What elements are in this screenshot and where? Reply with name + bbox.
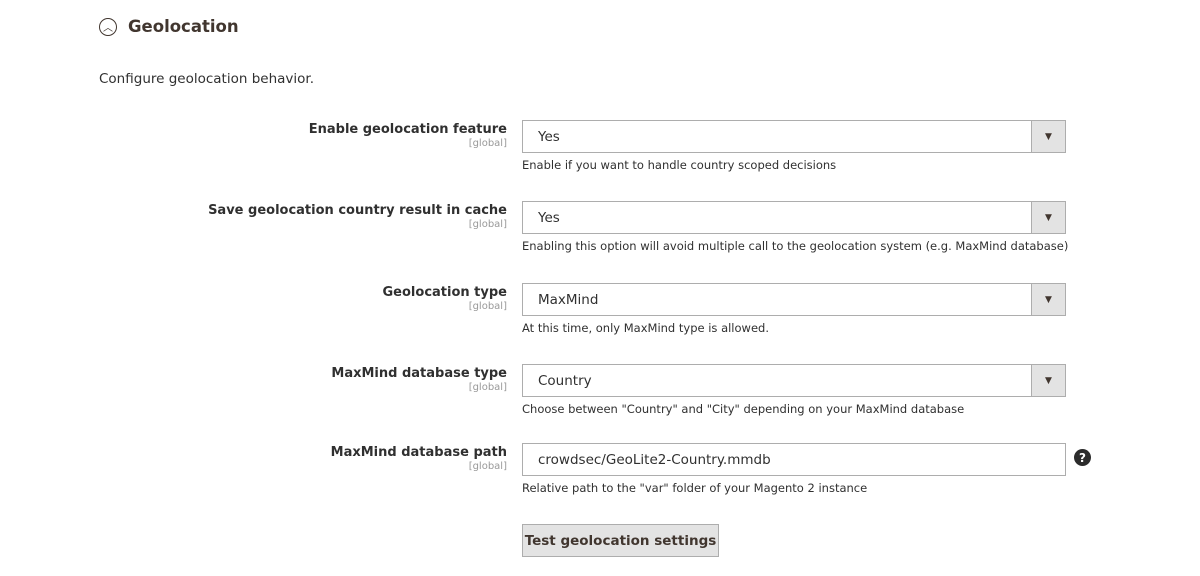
field-label: Enable geolocation feature xyxy=(308,122,507,137)
test-geolocation-button[interactable]: Test geolocation settings xyxy=(522,524,719,557)
dropdown-arrow-icon: ▼ xyxy=(1031,121,1065,152)
field-note: Choose between "Country" and "City" depe… xyxy=(522,402,965,416)
section-title: Geolocation xyxy=(128,17,239,36)
scope-label: [global] xyxy=(468,301,507,312)
chevron-up-circle-icon: ︿ xyxy=(99,17,117,36)
geolocation-type-select[interactable]: MaxMind ▼ xyxy=(522,283,1066,316)
maxmind-path-input[interactable]: crowdsec/GeoLite2-Country.mmdb xyxy=(522,443,1066,476)
input-value: crowdsec/GeoLite2-Country.mmdb xyxy=(538,452,771,468)
dropdown-arrow-icon: ▼ xyxy=(1031,284,1065,315)
enable-geolocation-select[interactable]: Yes ▼ xyxy=(522,120,1066,153)
field-note: Enable if you want to handle country sco… xyxy=(522,158,837,172)
save-cache-select[interactable]: Yes ▼ xyxy=(522,201,1066,234)
selected-value: Yes xyxy=(538,129,560,145)
selected-value: MaxMind xyxy=(538,292,599,308)
field-note: At this time, only MaxMind type is allow… xyxy=(522,321,769,335)
field-label: Save geolocation country result in cache xyxy=(208,203,507,218)
scope-label: [global] xyxy=(468,219,507,230)
section-description: Configure geolocation behavior. xyxy=(99,71,315,87)
scope-label: [global] xyxy=(468,461,507,472)
dropdown-arrow-icon: ▼ xyxy=(1031,202,1065,233)
scope-label: [global] xyxy=(468,138,507,149)
help-icon[interactable]: ? xyxy=(1074,449,1091,466)
selected-value: Country xyxy=(538,373,592,389)
field-label: MaxMind database type xyxy=(331,366,507,381)
field-label: Geolocation type xyxy=(382,285,507,300)
maxmind-type-select[interactable]: Country ▼ xyxy=(522,364,1066,397)
dropdown-arrow-icon: ▼ xyxy=(1031,365,1065,396)
section-header-geolocation[interactable]: ︿ Geolocation xyxy=(99,17,239,36)
field-note: Relative path to the "var" folder of you… xyxy=(522,481,868,495)
field-note: Enabling this option will avoid multiple… xyxy=(522,239,1069,253)
field-label: MaxMind database path xyxy=(330,445,507,460)
selected-value: Yes xyxy=(538,210,560,226)
scope-label: [global] xyxy=(468,382,507,393)
